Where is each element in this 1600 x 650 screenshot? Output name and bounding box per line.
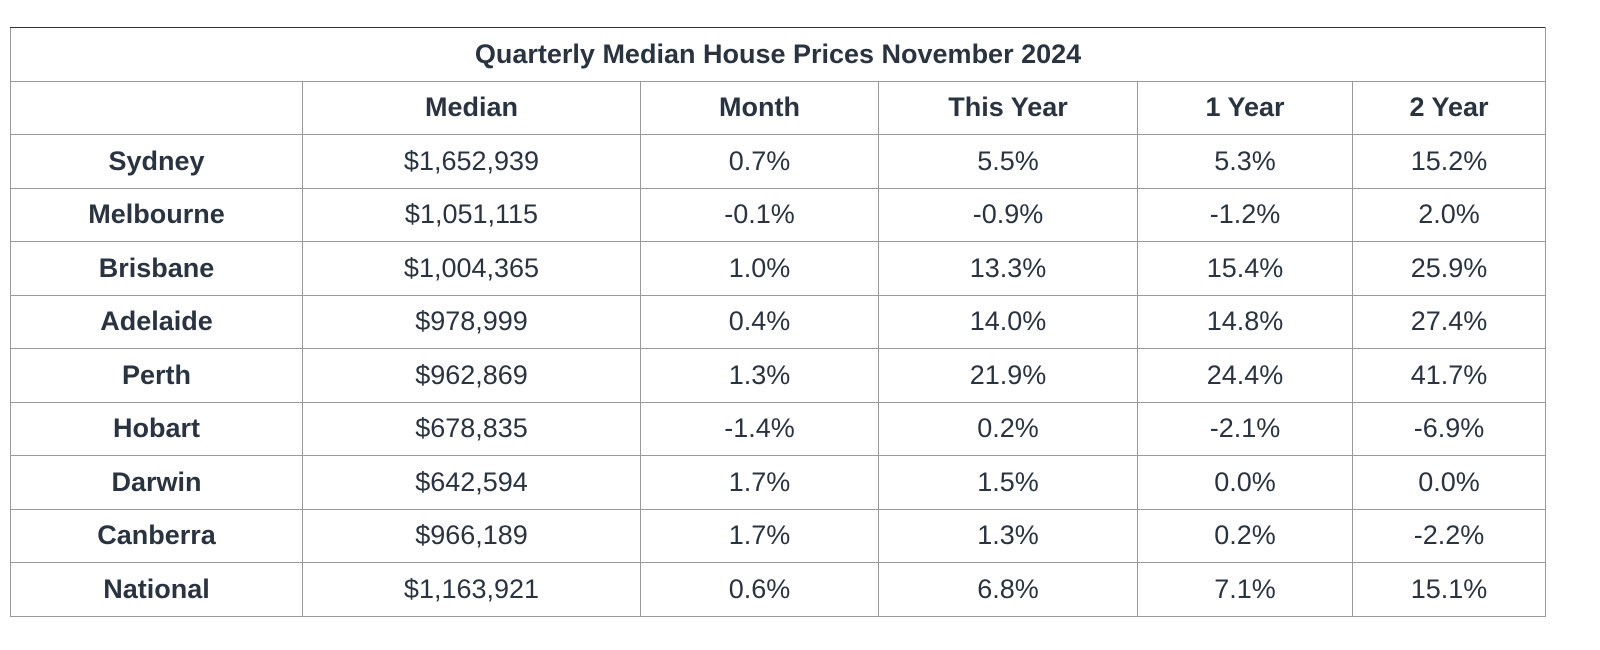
- table-row: Canberra $966,189 1.7% 1.3% 0.2% -2.2%: [10, 508, 1547, 563]
- cell-2-year: 2.0%: [1351, 187, 1547, 242]
- cell-median: $642,594: [302, 455, 641, 510]
- cell-median: $978,999: [302, 294, 641, 349]
- cell-this-year: 1.3%: [878, 508, 1138, 563]
- table-row: Sydney $1,652,939 0.7% 5.5% 5.3% 15.2%: [10, 134, 1547, 189]
- cell-this-year: 14.0%: [878, 294, 1138, 349]
- cell-2-year: -6.9%: [1351, 401, 1547, 456]
- table-title: Quarterly Median House Prices November 2…: [9, 27, 1547, 82]
- header-row: Median Month This Year 1 Year 2 Year: [10, 80, 1547, 135]
- table-row: National $1,163,921 0.6% 6.8% 7.1% 15.1%: [10, 562, 1547, 617]
- cell-median: $678,835: [302, 401, 641, 456]
- cell-city: Melbourne: [10, 187, 303, 242]
- cell-this-year: 1.5%: [878, 455, 1138, 510]
- cell-2-year: 27.4%: [1351, 294, 1547, 349]
- cell-2-year: 15.2%: [1351, 134, 1547, 189]
- cell-median: $962,869: [302, 348, 641, 403]
- cell-this-year: -0.9%: [878, 187, 1138, 242]
- table-row: Melbourne $1,051,115 -0.1% -0.9% -1.2% 2.0%: [10, 187, 1547, 242]
- cell-city: Canberra: [10, 508, 303, 563]
- cell-1-year: 15.4%: [1137, 241, 1353, 296]
- cell-1-year: 0.2%: [1137, 508, 1353, 563]
- cell-month: 1.7%: [640, 455, 879, 510]
- cell-2-year: 25.9%: [1351, 241, 1547, 296]
- cell-median: $1,004,365: [302, 241, 641, 296]
- header-cell-month: Month: [640, 80, 879, 135]
- cell-1-year: -1.2%: [1137, 187, 1353, 242]
- header-cell-median: Median: [302, 80, 641, 135]
- cell-month: 1.0%: [640, 241, 879, 296]
- table-row: Darwin $642,594 1.7% 1.5% 0.0% 0.0%: [10, 455, 1547, 510]
- cell-this-year: 21.9%: [878, 348, 1138, 403]
- cell-2-year: 15.1%: [1351, 562, 1547, 617]
- header-cell-2-year: 2 Year: [1351, 80, 1547, 135]
- table-row: Adelaide $978,999 0.4% 14.0% 14.8% 27.4%: [10, 294, 1547, 349]
- cell-this-year: 5.5%: [878, 134, 1138, 189]
- cell-city: Adelaide: [10, 294, 303, 349]
- cell-1-year: 0.0%: [1137, 455, 1353, 510]
- cell-2-year: -2.2%: [1351, 508, 1547, 563]
- cell-city: Perth: [10, 348, 303, 403]
- cell-median: $1,051,115: [302, 187, 641, 242]
- cell-city: Darwin: [10, 455, 303, 510]
- header-cell-this-year: This Year: [878, 80, 1138, 135]
- cell-month: 0.7%: [640, 134, 879, 189]
- cell-month: 1.7%: [640, 508, 879, 563]
- price-table-container: Quarterly Median House Prices November 2…: [9, 27, 1547, 617]
- cell-1-year: 7.1%: [1137, 562, 1353, 617]
- header-cell-city: [10, 80, 303, 135]
- cell-city: Hobart: [10, 401, 303, 456]
- cell-this-year: 6.8%: [878, 562, 1138, 617]
- cell-month: -0.1%: [640, 187, 879, 242]
- table-body: Sydney $1,652,939 0.7% 5.5% 5.3% 15.2% Melbour…: [10, 134, 1547, 617]
- cell-1-year: 5.3%: [1137, 134, 1353, 189]
- cell-median: $1,652,939: [302, 134, 641, 189]
- table-row: Hobart $678,835 -1.4% 0.2% -2.1% -6.9%: [10, 401, 1547, 456]
- cell-this-year: 0.2%: [878, 401, 1138, 456]
- header-cell-1-year: 1 Year: [1137, 80, 1353, 135]
- cell-city: National: [10, 562, 303, 617]
- cell-2-year: 0.0%: [1351, 455, 1547, 510]
- cell-month: 0.6%: [640, 562, 879, 617]
- cell-2-year: 41.7%: [1351, 348, 1547, 403]
- title-row: Quarterly Median House Prices November 2…: [9, 27, 1547, 82]
- cell-1-year: -2.1%: [1137, 401, 1353, 456]
- cell-month: -1.4%: [640, 401, 879, 456]
- cell-city: Brisbane: [10, 241, 303, 296]
- table-row: Brisbane $1,004,365 1.0% 13.3% 15.4% 25.9%: [10, 241, 1547, 296]
- cell-month: 1.3%: [640, 348, 879, 403]
- cell-median: $1,163,921: [302, 562, 641, 617]
- table-row: Perth $962,869 1.3% 21.9% 24.4% 41.7%: [10, 348, 1547, 403]
- cell-month: 0.4%: [640, 294, 879, 349]
- cell-1-year: 14.8%: [1137, 294, 1353, 349]
- cell-median: $966,189: [302, 508, 641, 563]
- cell-this-year: 13.3%: [878, 241, 1138, 296]
- cell-1-year: 24.4%: [1137, 348, 1353, 403]
- cell-city: Sydney: [10, 134, 303, 189]
- price-table: Quarterly Median House Prices November 2…: [9, 27, 1547, 617]
